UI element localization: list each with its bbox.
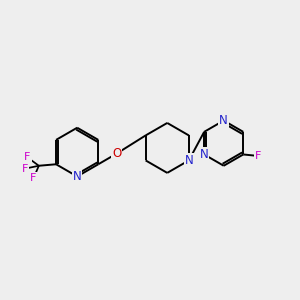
Text: N: N xyxy=(219,114,228,127)
Text: F: F xyxy=(30,173,37,183)
Text: O: O xyxy=(112,147,121,160)
Text: N: N xyxy=(184,154,193,167)
Text: N: N xyxy=(200,148,208,161)
Text: F: F xyxy=(255,151,261,161)
Text: N: N xyxy=(73,170,82,183)
Text: F: F xyxy=(21,164,28,174)
Text: F: F xyxy=(24,152,31,162)
